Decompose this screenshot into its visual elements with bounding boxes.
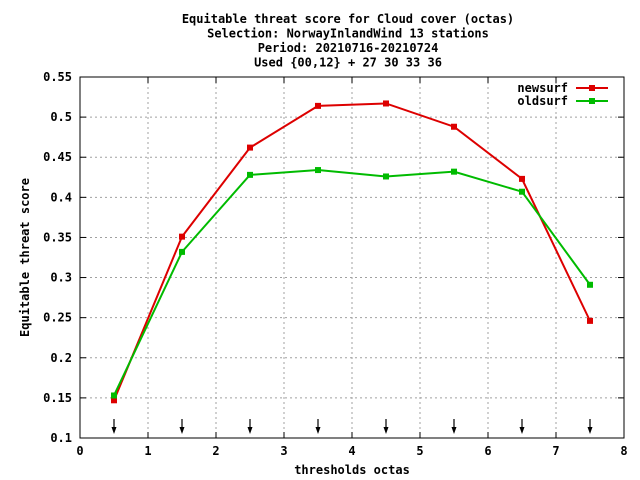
- x-tick-label: 1: [144, 444, 151, 458]
- data-point-newsurf: [111, 397, 117, 404]
- data-point-oldsurf: [179, 248, 185, 255]
- x-tick-label: 6: [484, 444, 491, 458]
- data-point-newsurf: [383, 100, 389, 107]
- data-point-newsurf: [587, 317, 593, 324]
- data-point-oldsurf: [587, 281, 593, 288]
- title-line: Period: 20210716-20210724: [258, 41, 439, 55]
- y-tick-label: 0.3: [50, 271, 72, 285]
- x-tick-label: 5: [416, 444, 423, 458]
- series-line-oldsurf: [113, 169, 591, 396]
- title-line: Equitable threat score for Cloud cover (…: [182, 12, 514, 26]
- threshold-arrow-head: [315, 427, 321, 434]
- x-tick-label: 7: [552, 444, 559, 458]
- y-tick-label: 0.2: [50, 351, 72, 365]
- data-point-oldsurf: [383, 173, 389, 180]
- x-tick-label: 4: [348, 444, 355, 458]
- threshold-arrow-head: [179, 427, 185, 434]
- chart-title: Equitable threat score for Cloud cover (…: [182, 12, 514, 70]
- title-line: Selection: NorwayInlandWind 13 stations: [207, 27, 489, 41]
- y-tick-label: 0.45: [43, 150, 72, 164]
- y-tick-label: 0.4: [50, 190, 72, 204]
- series-line-newsurf: [113, 102, 591, 401]
- legend-label-oldsurf: oldsurf: [517, 94, 568, 108]
- threshold-arrow-head: [519, 427, 525, 434]
- y-tick-label: 0.1: [50, 431, 72, 445]
- legend-swatch-marker: [589, 98, 595, 104]
- data-point-newsurf: [179, 233, 185, 240]
- data-point-newsurf: [315, 102, 321, 109]
- data-point-newsurf: [247, 144, 253, 151]
- axis-ticks: 0 1 2 3 4 5 6 7 8 0.1 0.15 0.2 0.25 0.3 0.35 0.4 0.45 0.5…: [43, 70, 628, 458]
- threshold-arrow-head: [111, 427, 117, 434]
- legend-label-newsurf: newsurf: [517, 81, 568, 95]
- y-tick-label: 0.55: [43, 70, 72, 84]
- series: [111, 100, 593, 404]
- x-axis-label: thresholds octas: [294, 463, 410, 477]
- data-point-oldsurf: [247, 171, 253, 178]
- y-tick-label: 0.5: [50, 110, 72, 124]
- threshold-arrow-head: [383, 427, 389, 434]
- data-point-newsurf: [519, 175, 525, 182]
- data-point-oldsurf: [111, 392, 117, 399]
- threshold-arrow-head: [247, 427, 253, 434]
- data-point-oldsurf: [315, 167, 321, 174]
- data-point-oldsurf: [519, 188, 525, 195]
- x-tick-label: 2: [212, 444, 219, 458]
- y-axis-label: Equitable threat score: [18, 178, 32, 337]
- legend-swatch-marker: [589, 85, 595, 91]
- x-tick-label: 0: [76, 444, 83, 458]
- data-point-newsurf: [451, 123, 457, 130]
- title-line: Used {00,12} + 27 30 33 36: [254, 56, 442, 70]
- threshold-arrow-head: [451, 427, 457, 434]
- x-tick-label: 3: [280, 444, 287, 458]
- x-tick-label: 8: [620, 444, 627, 458]
- y-tick-label: 0.15: [43, 391, 72, 405]
- grid: [80, 77, 624, 438]
- threshold-arrows: [111, 419, 593, 434]
- y-tick-label: 0.35: [43, 230, 72, 244]
- data-point-oldsurf: [451, 168, 457, 175]
- threshold-arrow-head: [587, 427, 593, 434]
- y-tick-label: 0.25: [43, 311, 72, 325]
